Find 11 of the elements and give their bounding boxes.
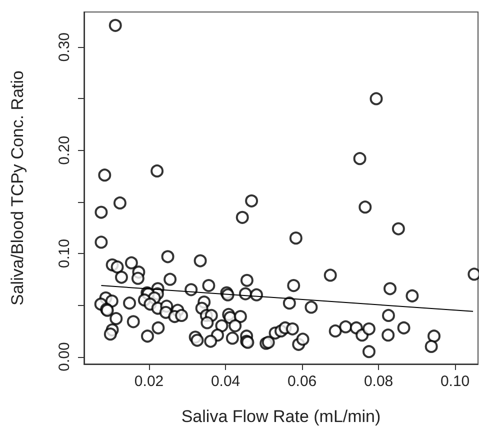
x-tick-label: 0.10 <box>440 373 470 390</box>
x-tick-label: 0.06 <box>287 373 317 390</box>
y-tick-label: 0.30 <box>56 32 73 62</box>
x-tick-label: 0.02 <box>134 373 164 390</box>
y-axis-title: Saliva/Blood TCPy Conc. Ratio <box>8 70 27 306</box>
x-axis-title: Saliva Flow Rate (mL/min) <box>181 407 381 426</box>
y-tick-label: 0.20 <box>56 136 73 165</box>
x-tick-label: 0.08 <box>364 373 394 390</box>
x-tick-label: 0.04 <box>210 373 240 390</box>
y-tick-label: 0.00 <box>56 342 73 372</box>
y-tick-label: 0.10 <box>56 238 73 268</box>
